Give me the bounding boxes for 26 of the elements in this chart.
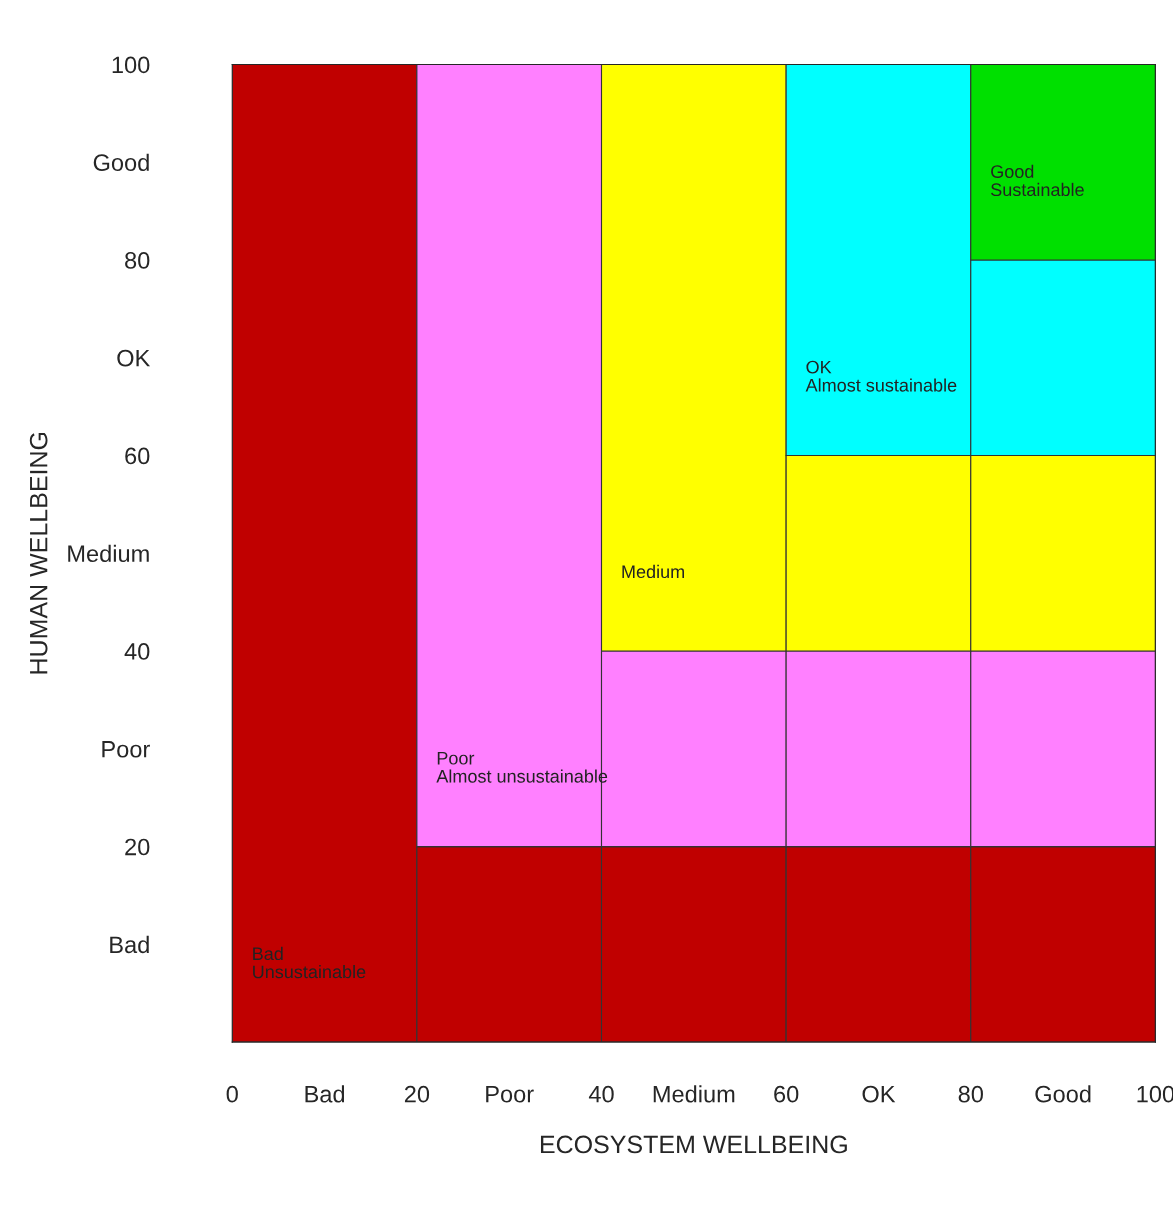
y-tick-label: 40 [124,643,150,660]
x-tick-label: 80 [958,1085,983,1103]
y-tick-label: Medium [68,544,149,563]
x-tick-label: 0 [226,1085,238,1103]
x-tick-label: Bad [305,1085,345,1103]
series-label: OK Almost sustainable [805,360,957,392]
y-tick-label: Bad [110,935,149,954]
x-tick-label: 20 [404,1085,430,1103]
x-tick-label: Good [1035,1085,1091,1103]
x-tick-label: OK [862,1085,896,1103]
y-tick-label: 20 [125,838,150,856]
series-label: Bad Unsustainable [253,946,366,979]
series-label: Good Sustainable [991,164,1084,197]
x-tick-label: Medium [653,1085,735,1103]
x-tick-label: 40 [588,1085,614,1103]
x-tick-label: 60 [774,1085,799,1103]
y-tick-label: 60 [125,447,150,465]
y-axis-title: HUMAN WELLBEING [29,432,48,674]
x-axis-title: ECOSYSTEM WELLBEING [540,1135,847,1154]
series-label: Medium [622,564,684,579]
y-tick-label: Good [93,153,149,171]
y-tick-label: 100 [112,56,150,74]
x-tick-label: Poor [486,1086,534,1103]
y-tick-label: 80 [125,252,150,269]
y-tick-label: OK [117,349,151,367]
y-tick-label: Poor [102,741,150,758]
